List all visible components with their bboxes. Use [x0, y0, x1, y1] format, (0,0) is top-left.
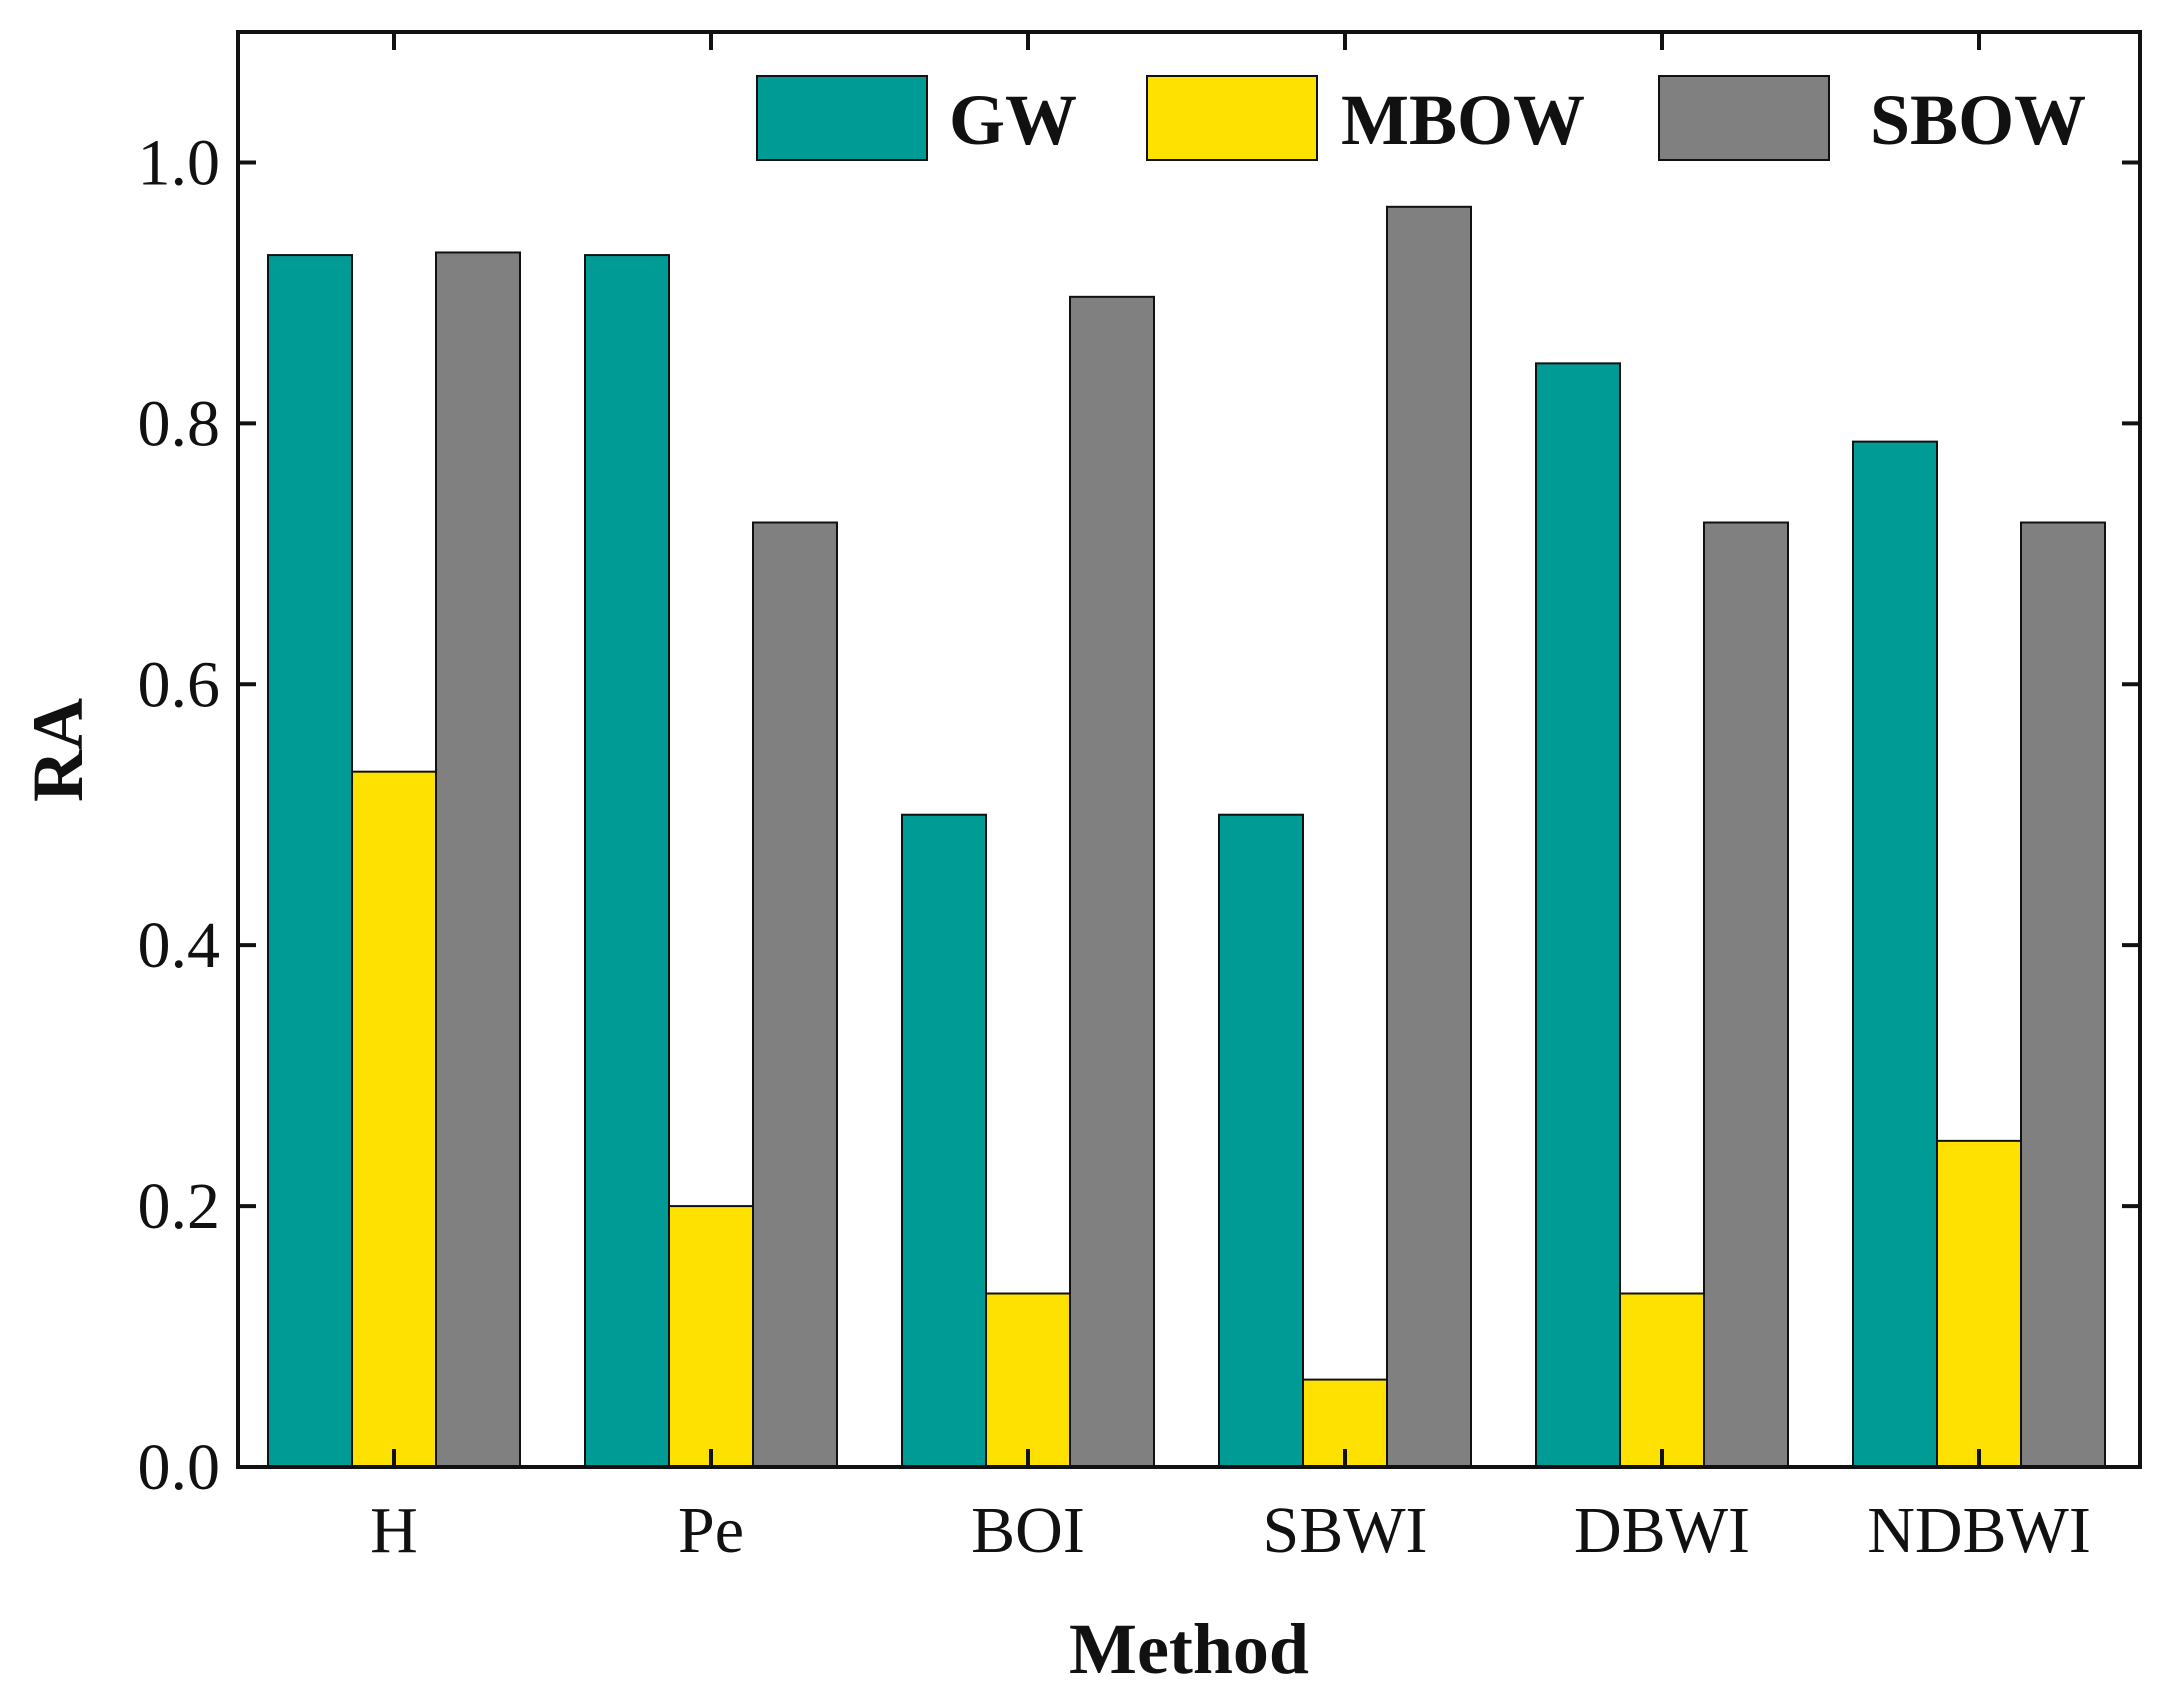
ticks-group: 0.0 0.2 0.4 0.6 0.8 1.0 H Pe BOI SBWI DBWI NDBWI [138, 32, 2140, 1567]
plot-frame [236, 30, 2142, 1469]
x-tick-label: Pe [678, 1494, 744, 1567]
x-tick-label: SBWI [1263, 1494, 1428, 1567]
bar-gw-sbwi [1218, 813, 1304, 1468]
x-tick-label: BOI [971, 1494, 1085, 1567]
bar-mbow-pe [668, 1205, 754, 1469]
y-tick-label: 0.8 [138, 387, 221, 460]
bar-gw-dbwi [1535, 362, 1621, 1469]
legend-swatch-sbow [1658, 75, 1830, 161]
y-tick-label: 0.6 [138, 648, 221, 721]
bar-gw-boi [901, 813, 987, 1468]
bar-mbow-boi [985, 1292, 1071, 1469]
y-tick-label: 1.0 [138, 126, 221, 199]
bar-mbow-dbwi [1619, 1292, 1705, 1469]
bar-mbow-h [351, 770, 437, 1468]
bar-sbow-h [435, 251, 521, 1469]
legend-swatch-mbow [1146, 75, 1318, 161]
x-axis-title: Method [1069, 1609, 1309, 1689]
bar-gw-h [267, 254, 353, 1468]
bar-sbow-boi [1069, 295, 1155, 1468]
legend-label-mbow: MBOW [1341, 80, 1585, 160]
y-tick-label: 0.2 [138, 1170, 221, 1243]
x-tick-label: H [370, 1494, 418, 1567]
bar-mbow-ndbwi [1936, 1139, 2022, 1468]
bar-gw-ndbwi [1852, 440, 1938, 1468]
bar-gw-pe [584, 254, 670, 1468]
bar-sbow-dbwi [1703, 521, 1789, 1468]
bars-group [267, 205, 2106, 1469]
legend-swatch-gw [756, 75, 928, 161]
y-tick-label: 0.0 [138, 1431, 221, 1504]
legend-label-sbow: SBOW [1870, 80, 2086, 160]
legend-label-gw: GW [949, 80, 1077, 160]
x-tick-label: NDBWI [1867, 1494, 2091, 1567]
y-axis-title: RA [18, 698, 98, 802]
legend: GW MBOW SBOW [756, 75, 2086, 161]
y-tick-label: 0.4 [138, 909, 221, 982]
bar-sbow-sbwi [1386, 205, 1472, 1469]
bar-sbow-pe [752, 521, 838, 1468]
bar-sbow-ndbwi [2020, 521, 2106, 1468]
x-tick-label: DBWI [1574, 1494, 1750, 1567]
